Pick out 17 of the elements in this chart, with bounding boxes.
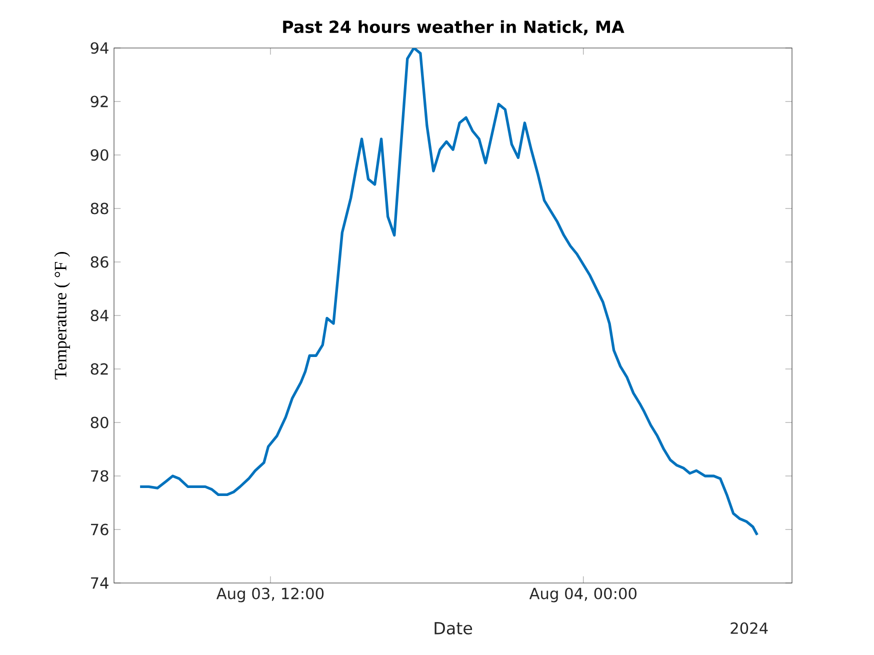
x-tick-label: Aug 04, 00:00 — [529, 588, 636, 602]
y-tick-label: 92 — [90, 96, 108, 108]
text: 2024 — [730, 622, 768, 634]
x-axis-title: Date — [434, 622, 472, 634]
y-tick-label: 90 — [90, 149, 108, 161]
y-tick-label: 94 — [90, 42, 108, 54]
y-axis-title: Temperature ( °F ) — [54, 252, 70, 380]
y-tick-label: 78 — [91, 470, 108, 482]
y-tick-label: 76 — [91, 524, 108, 536]
y-tick-label: 80 — [90, 416, 108, 428]
y-tick-label: 88 — [90, 202, 108, 214]
y-tick-label: 86 — [90, 256, 108, 268]
x-tick-label: Aug 03, 12:00 — [216, 588, 324, 602]
y-tick-label: 74 — [91, 577, 108, 589]
y-tick-label: 84 — [90, 310, 108, 322]
y-tick-label: 82 — [90, 363, 108, 375]
chart-title: Past 24 hours weather in Natick, MA — [283, 20, 624, 36]
